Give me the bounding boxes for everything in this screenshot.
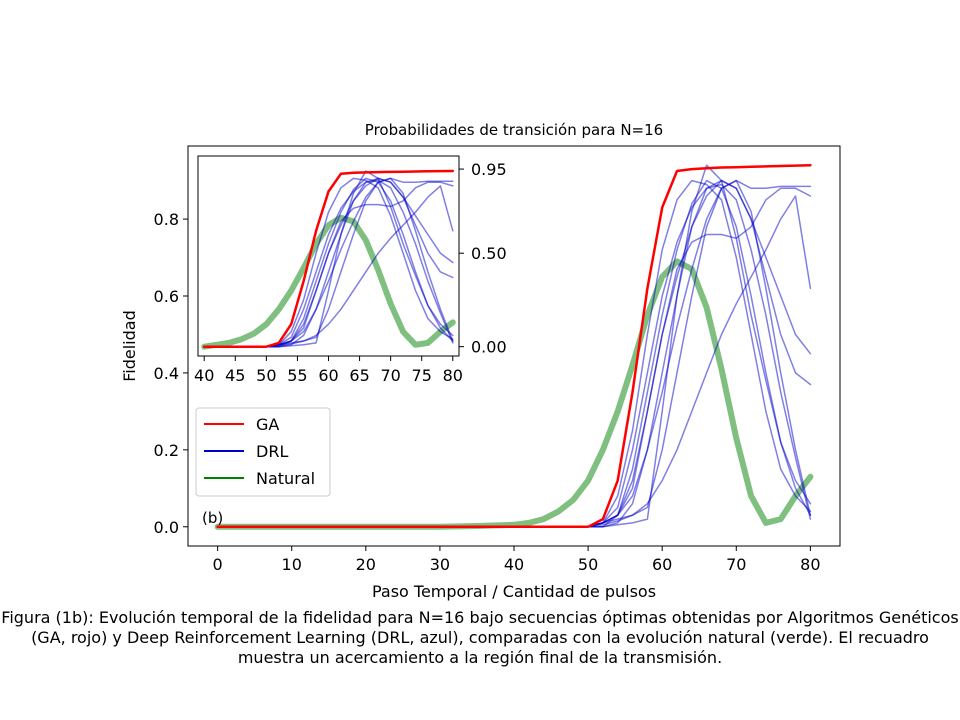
x-tick-label: 30	[430, 555, 450, 574]
figure-caption: Figura (1b): Evolución temporal de la fi…	[1, 608, 959, 667]
legend-label-natural: Natural	[256, 469, 315, 488]
inset-y-tick-label: 0.50	[471, 244, 507, 263]
x-tick-label: 60	[652, 555, 672, 574]
main-series-group	[214, 163, 814, 530]
legend-label-ga: GA	[256, 415, 279, 434]
inset-x-tick-label: 65	[349, 366, 369, 385]
inset-x-tick-label: 40	[194, 366, 214, 385]
inset-x-axis: 40 45 50 55 60 65 70 75 80	[194, 356, 463, 385]
inset-y-tick-label: 0.95	[471, 160, 507, 179]
inset-x-tick-label: 50	[256, 366, 276, 385]
y-tick-label: 0.4	[154, 364, 179, 383]
x-tick-label: 40	[504, 555, 524, 574]
legend-label-drl: DRL	[256, 442, 288, 461]
y-axis: 0.0 0.2 0.4 0.6 0.8	[154, 210, 188, 537]
chart-title: Probabilidades de transición para N=16	[365, 121, 663, 139]
y-tick-label: 0.6	[154, 287, 179, 306]
inset-series-natural-0	[201, 214, 456, 350]
inset-x-tick-label: 55	[287, 366, 307, 385]
inset-y-tick-label: 0.00	[471, 338, 507, 357]
x-tick-label: 80	[800, 555, 820, 574]
x-tick-label: 70	[726, 555, 746, 574]
y-tick-label: 0.8	[154, 210, 179, 229]
inset-x-tick-label: 60	[318, 366, 338, 385]
inset-x-tick-label: 70	[380, 366, 400, 385]
inset-series-group	[201, 169, 456, 350]
y-tick-label: 0.2	[154, 441, 179, 460]
inset-x-tick-label: 80	[443, 366, 463, 385]
main-series-ga-1	[216, 163, 812, 529]
inset-axes: 40 45 50 55 60 65 70 75 80 0.00 0.50 0.95	[194, 155, 507, 385]
legend-box	[195, 407, 331, 497]
panel-label: (b)	[202, 509, 223, 527]
inset-series-ga-1	[202, 169, 455, 348]
x-tick-label: 10	[282, 555, 302, 574]
inset-y-axis-right: 0.00 0.50 0.95	[459, 160, 507, 357]
x-axis-label: Paso Temporal / Cantidad de pulsos	[372, 582, 656, 601]
x-tick-label: 0	[213, 555, 223, 574]
legend: GA DRL Natural	[195, 407, 331, 497]
x-tick-label: 50	[578, 555, 598, 574]
inset-x-tick-label: 45	[225, 366, 245, 385]
y-axis-label: Fidelidad	[120, 310, 139, 382]
y-tick-label: 0.0	[154, 518, 179, 537]
inset-x-tick-label: 75	[412, 366, 432, 385]
x-tick-label: 20	[356, 555, 376, 574]
x-axis: 0 10 20 30 40 50 60 70 80	[213, 546, 821, 574]
